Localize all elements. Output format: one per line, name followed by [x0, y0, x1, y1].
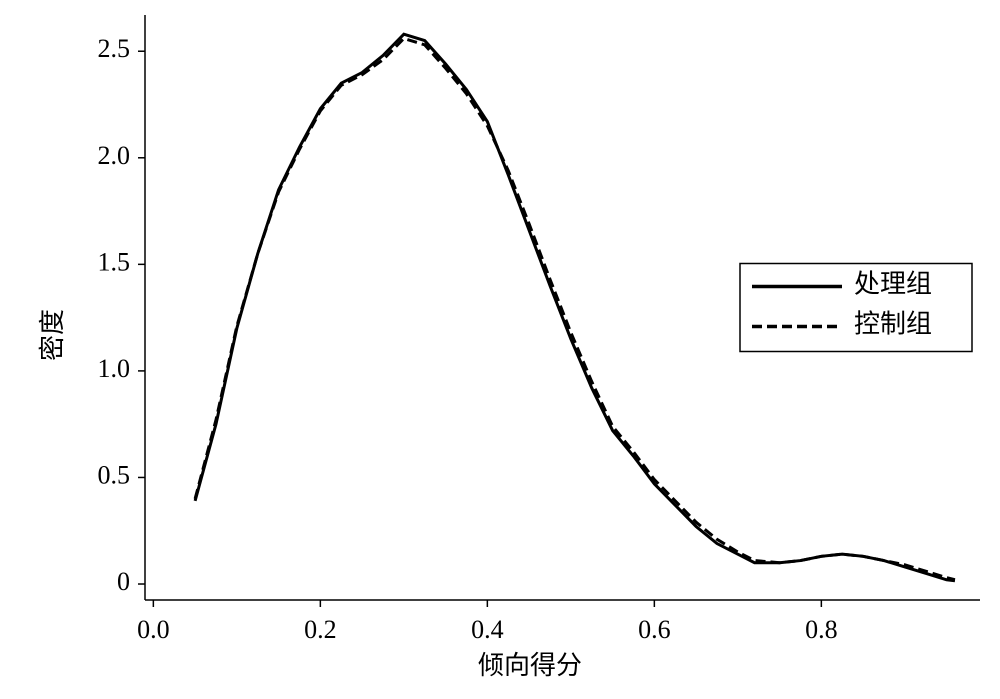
x-tick-label: 0.8: [805, 615, 838, 644]
legend-label: 控制组: [854, 309, 932, 338]
y-tick-label: 0: [117, 567, 130, 596]
y-axis-label: 密度: [38, 309, 67, 361]
y-tick-label: 2.0: [98, 141, 131, 170]
x-tick-label: 0.4: [471, 615, 504, 644]
y-tick-label: 2.5: [98, 34, 131, 63]
x-tick-label: 0.2: [304, 615, 337, 644]
y-tick-label: 0.5: [98, 460, 131, 489]
line-series: [193, 36, 956, 582]
legend-label: 处理组: [854, 269, 932, 298]
x-axis-label: 倾向得分: [478, 651, 582, 680]
y-tick-label: 1.5: [98, 247, 131, 276]
legend-box: [739, 262, 973, 353]
x-tick-label: 0.0: [137, 615, 170, 644]
y-tick-label: 1.0: [98, 354, 131, 383]
x-tick-label: 0.6: [638, 615, 671, 644]
